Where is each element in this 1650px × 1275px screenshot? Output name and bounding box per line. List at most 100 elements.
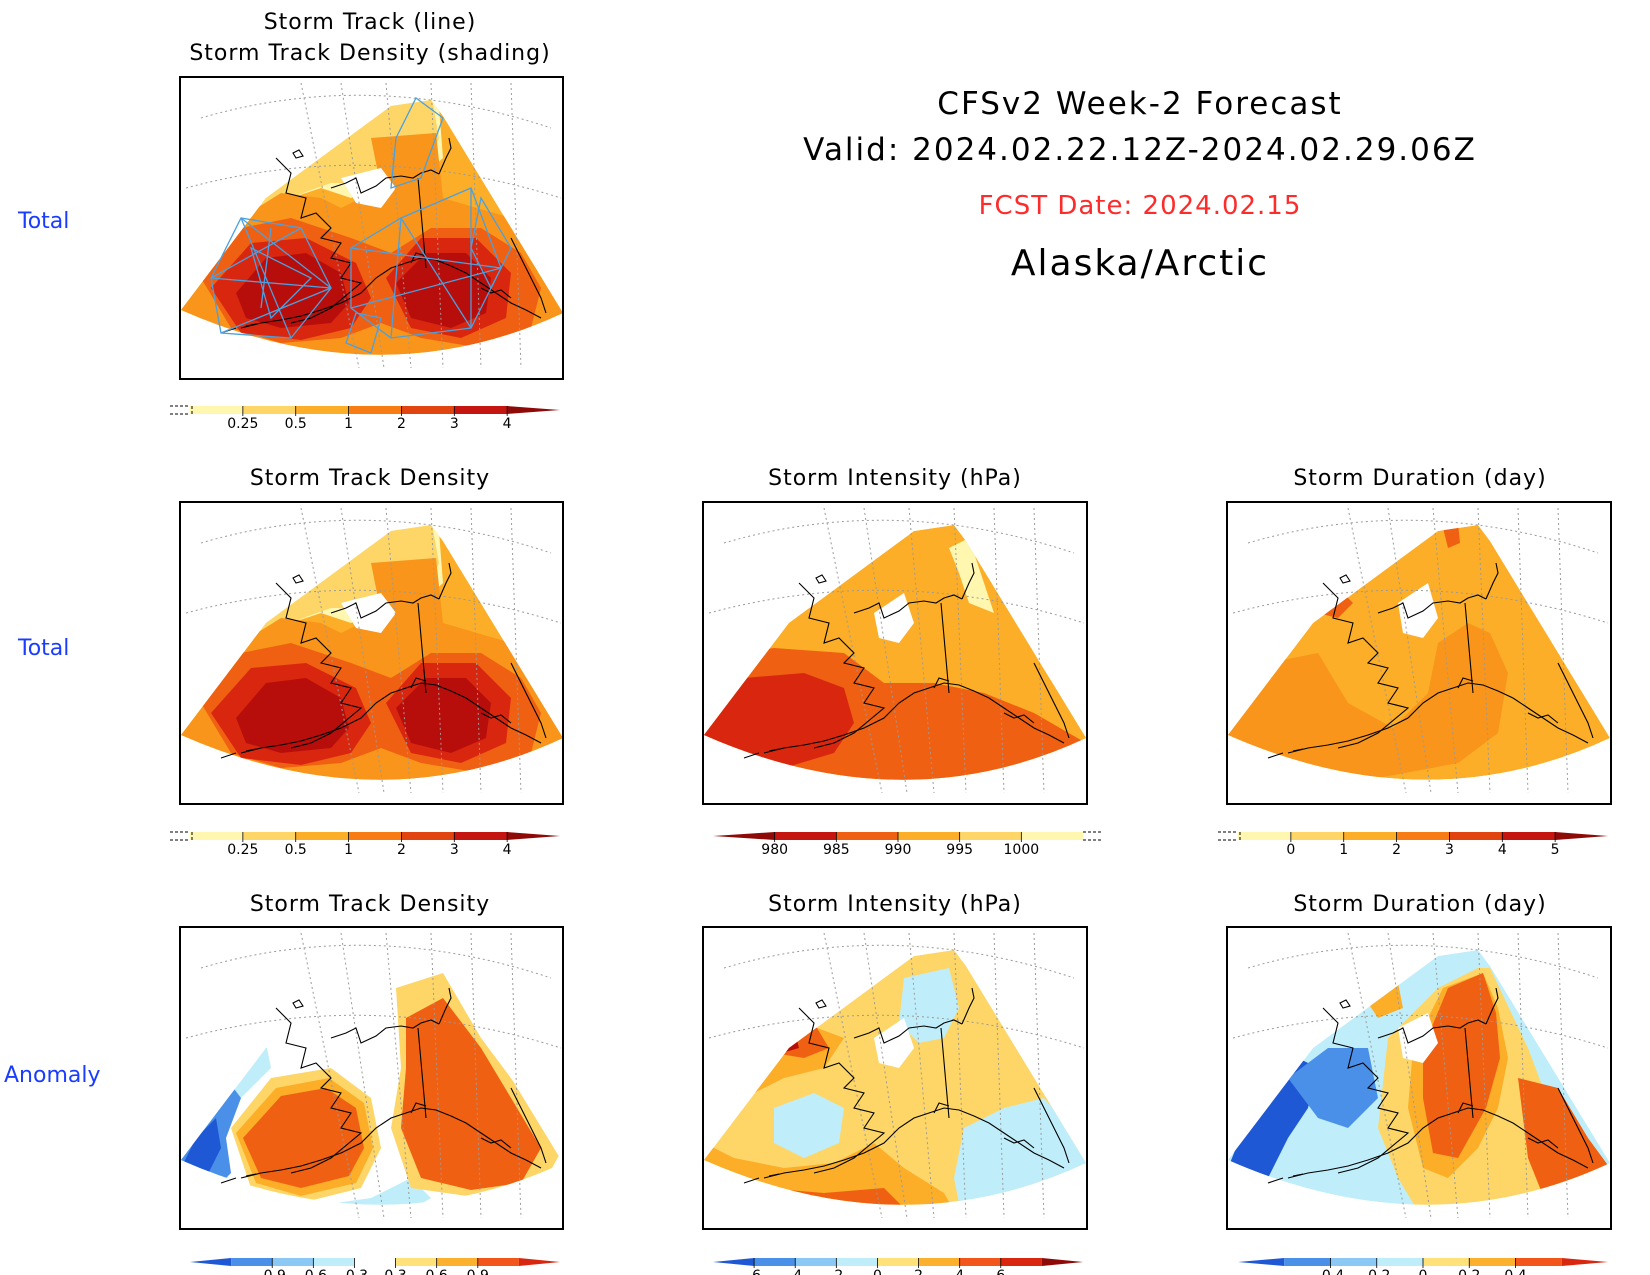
coast-segment <box>275 1007 363 1174</box>
colorbar-tick-label: -0.3 <box>341 1268 368 1275</box>
colorbar-segment <box>1561 1258 1608 1266</box>
colorbar-segment <box>836 1258 878 1266</box>
colorbar-tick-label: 1 <box>1339 842 1348 858</box>
coast-segment <box>815 574 827 584</box>
colorbar-tick-label: 0.6 <box>426 1268 448 1275</box>
coast-segment <box>240 682 542 754</box>
coastline <box>1267 987 1594 1184</box>
colorbar-tick-label: 2 <box>914 1268 923 1275</box>
colorbar-segment <box>348 832 402 840</box>
no-data-region <box>341 168 396 208</box>
colorbar-segment <box>1000 1258 1042 1266</box>
colorbar-segment <box>1343 832 1397 840</box>
colorbar-segment <box>1515 1258 1562 1266</box>
colorbar-segment <box>1041 1258 1083 1266</box>
grid-line <box>200 944 552 979</box>
colorbar-tick-label: 0.5 <box>285 416 307 432</box>
density-4-region-east <box>396 253 491 328</box>
coast-segment <box>1033 1087 1070 1164</box>
coast-segment <box>330 1019 440 1044</box>
colorbar-segment <box>1238 832 1291 840</box>
grid-line <box>300 82 360 369</box>
coast-segment <box>1339 999 1351 1009</box>
forecast-title: CFSv2 Week-2 Forecast <box>937 86 1343 122</box>
anom-pos-2-region-south <box>704 1143 964 1205</box>
colorbar-tick-label: 990 <box>885 842 912 858</box>
colorbar-tick-label: 4 <box>1498 842 1507 858</box>
colorbar-segment <box>713 832 775 840</box>
coastline <box>220 562 547 759</box>
colorbar-segment <box>242 832 296 840</box>
graticule <box>1232 932 1609 1219</box>
map-panel-intensity-total <box>702 501 1088 805</box>
colorbar-segment <box>477 1258 519 1266</box>
grid-line <box>1347 507 1407 794</box>
graticule <box>708 932 1085 1219</box>
colorbar-segment <box>1330 1258 1377 1266</box>
colorbar-duration-anomaly: -0.4 -0.2 0 0.2 0.4 <box>1238 1258 1608 1275</box>
coast-segment <box>1377 594 1487 619</box>
colorbar-segment <box>454 406 508 414</box>
intensity-anomaly-map <box>704 932 1086 1219</box>
intensity-total-map <box>704 507 1086 794</box>
no-data-region <box>341 593 396 633</box>
colorbar-segment <box>898 832 960 840</box>
shaded-area <box>704 525 1086 780</box>
colorbar-tick-label: 0 <box>1419 1268 1428 1275</box>
colorbar-segment <box>1423 1258 1470 1266</box>
grid-line <box>1347 932 1407 1219</box>
border-line <box>417 177 427 269</box>
row-label-anomaly: Anomaly <box>4 1063 101 1088</box>
shaded-area <box>704 950 1086 1205</box>
colorbar-tick-label: 985 <box>823 842 850 858</box>
colorbar-segment <box>1238 1258 1285 1266</box>
shaded-area <box>1228 525 1610 780</box>
colorbar-segment <box>401 406 455 414</box>
coast-segment <box>1322 582 1410 749</box>
grid-line <box>1232 589 1609 624</box>
colorbar-tick-label: 0.3 <box>384 1268 406 1275</box>
coast-segment <box>798 582 886 749</box>
shaded-area <box>181 100 562 355</box>
colorbar-open-end <box>1218 831 1241 841</box>
graticule <box>1232 507 1609 794</box>
colorbar-tick-label: 0.4 <box>1504 1268 1526 1275</box>
colorbar-duration-total: 0 1 2 3 4 5 <box>1218 831 1608 858</box>
colorbar-tick-label: -2 <box>829 1268 843 1275</box>
coast-segment <box>220 1102 512 1184</box>
density-4-region-east <box>396 678 491 753</box>
forecast-date: FCST Date: 2024.02.15 <box>978 191 1302 221</box>
colorbar-tick-label: 1 <box>344 842 353 858</box>
valid-period: Valid: 2024.02.22.12Z-2024.02.29.06Z <box>803 132 1477 168</box>
coast-segment <box>1339 574 1351 584</box>
colorbar-segment <box>1284 1258 1331 1266</box>
colorbar-segment <box>1502 832 1556 840</box>
coastline <box>1267 562 1594 759</box>
colorbar-tick-label: 1 <box>344 416 353 432</box>
coast-segment <box>1557 1087 1594 1164</box>
colorbar-segment <box>395 1258 437 1266</box>
graticule <box>185 507 562 794</box>
grid-line <box>200 519 552 554</box>
coast-segment <box>763 682 1065 754</box>
duration-anomaly-map <box>1228 932 1610 1219</box>
colorbar-tick-label: 3 <box>1445 842 1454 858</box>
density-total-map <box>181 507 562 794</box>
colorbar-segment <box>231 1258 273 1266</box>
map-panel-duration-anomaly <box>1226 926 1612 1230</box>
colorbar-tick-label: 980 <box>761 842 788 858</box>
coast-segment <box>275 157 363 324</box>
coastline <box>220 987 547 1184</box>
map-panel-density-total <box>179 501 564 805</box>
colorbar-segment <box>295 832 349 840</box>
panel-3-title: Storm Intensity (hPa) <box>768 466 1022 491</box>
row-label-total-2: Total <box>18 636 70 661</box>
colorbar-segment <box>295 406 349 414</box>
panel-1-title-line: Storm Track (line) <box>263 10 477 35</box>
panel-6-title: Storm Intensity (hPa) <box>768 892 1022 917</box>
coast-segment <box>763 1107 1065 1179</box>
coast-segment <box>1557 662 1594 739</box>
storm-track-map <box>181 82 562 369</box>
anom-pos-0-9-region-west <box>243 1088 364 1188</box>
colorbar-tick-label: -0.4 <box>1317 1268 1344 1275</box>
